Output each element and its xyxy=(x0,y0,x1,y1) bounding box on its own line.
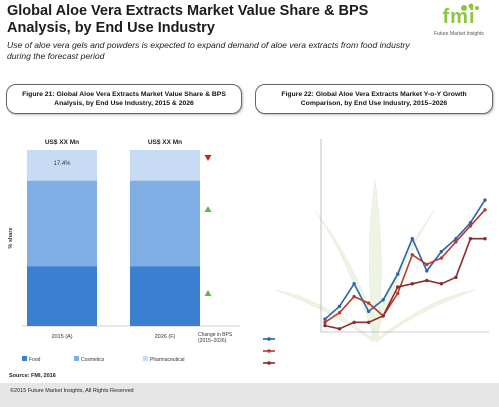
source-note: Source: FMI, 2016 xyxy=(9,373,56,379)
line-series-2 xyxy=(324,209,486,323)
fmi-logo-icon xyxy=(461,3,479,11)
line-point xyxy=(352,282,356,286)
line-point xyxy=(337,311,342,315)
line-point xyxy=(425,278,429,283)
bar-segment-cosmetics xyxy=(27,180,97,267)
legend-marker xyxy=(267,361,271,365)
line-point xyxy=(366,301,371,305)
footer-copyright: ©2015 Future Market Insights, All Rights… xyxy=(10,388,134,394)
aloe-leaf-background xyxy=(369,179,382,341)
line-point xyxy=(352,320,356,325)
line-series-1 xyxy=(324,199,486,320)
bar-segment-pharmaceutical xyxy=(27,150,97,181)
bar-data-label: 17.4% xyxy=(53,161,71,167)
line-point xyxy=(483,208,487,212)
y-axis-label: % share xyxy=(8,227,14,248)
aloe-leaf-background xyxy=(274,289,376,343)
line-point xyxy=(439,282,444,286)
line-point xyxy=(352,294,356,299)
stacked-bar-chart: % share 17.4% US$ XX Mn 2015 (A) US$ XX Mn 20… xyxy=(8,139,240,363)
legend-swatch xyxy=(74,356,79,361)
line-point xyxy=(454,237,458,241)
line-point xyxy=(425,262,429,267)
line-point xyxy=(396,291,400,296)
line-point xyxy=(323,320,327,325)
line-point xyxy=(454,240,458,244)
footer-bar xyxy=(0,383,499,407)
bar-value-label: US$ XX Mn xyxy=(45,139,79,146)
figure-22-title-text: Figure 22: Global Aloe Vera Extracts Mar… xyxy=(281,91,467,107)
line-point xyxy=(366,320,371,325)
line-point xyxy=(410,253,414,257)
line-point xyxy=(483,198,487,202)
line-point xyxy=(381,298,385,302)
arrow-up-icon xyxy=(204,206,212,212)
line-series-3 xyxy=(324,237,485,330)
bps-column-label-years: (2015–2026) xyxy=(198,338,227,344)
legend-swatch xyxy=(143,356,148,361)
x-tick-label: 2026 (F) xyxy=(155,334,176,340)
figure-22-title: Figure 22: Global Aloe Vera Extracts Mar… xyxy=(255,84,493,114)
legend-swatch xyxy=(22,356,27,361)
line-point xyxy=(454,275,458,280)
line-point xyxy=(468,237,473,241)
line-point xyxy=(439,249,444,254)
legend-label: Pharmaceutical xyxy=(150,357,184,363)
line-point xyxy=(366,309,371,314)
bar-segment-food xyxy=(130,266,200,326)
line-point xyxy=(410,237,414,241)
line-point xyxy=(381,314,385,318)
bar-segment-food xyxy=(27,266,97,326)
line-point xyxy=(468,220,473,225)
arrow-down-icon xyxy=(204,155,212,161)
line-point xyxy=(396,285,400,289)
aloe-leaf-background xyxy=(374,289,476,343)
line-point xyxy=(439,256,444,260)
legend-marker xyxy=(267,349,271,353)
line-point xyxy=(323,323,327,328)
bar-segment-cosmetics xyxy=(130,180,200,267)
arrow-up-icon xyxy=(204,290,212,296)
legend-label: Food xyxy=(29,357,41,363)
legend-label: Cosmetics xyxy=(81,357,105,363)
line-point xyxy=(337,327,342,331)
logo-tagline: Future Market Insights xyxy=(434,31,484,37)
aloe-leaf-background xyxy=(369,209,436,341)
line-point xyxy=(483,237,487,241)
yoy-line-chart xyxy=(263,139,489,365)
logo-text: fmi xyxy=(442,6,476,28)
line-point xyxy=(396,272,400,276)
line-point xyxy=(425,269,429,273)
x-tick-label: 2015 (A) xyxy=(51,334,72,340)
legend-marker xyxy=(267,337,271,341)
bar-segment-pharmaceutical xyxy=(130,150,200,181)
line-point xyxy=(337,304,342,308)
line-point xyxy=(323,317,327,321)
bps-column-label: Change in BPS xyxy=(198,332,233,338)
line-point xyxy=(468,224,473,228)
figure-21-title-text: Figure 21: Global Aloe Vera Extracts Mar… xyxy=(22,91,226,107)
bar-value-label: US$ XX Mn xyxy=(148,139,182,146)
figure-21-title: Figure 21: Global Aloe Vera Extracts Mar… xyxy=(6,84,242,114)
line-point xyxy=(410,282,414,286)
page-subtitle: Use of aloe vera gels and powders is exp… xyxy=(7,40,410,61)
page-title: Global Aloe Vera Extracts Market Value S… xyxy=(7,3,369,36)
